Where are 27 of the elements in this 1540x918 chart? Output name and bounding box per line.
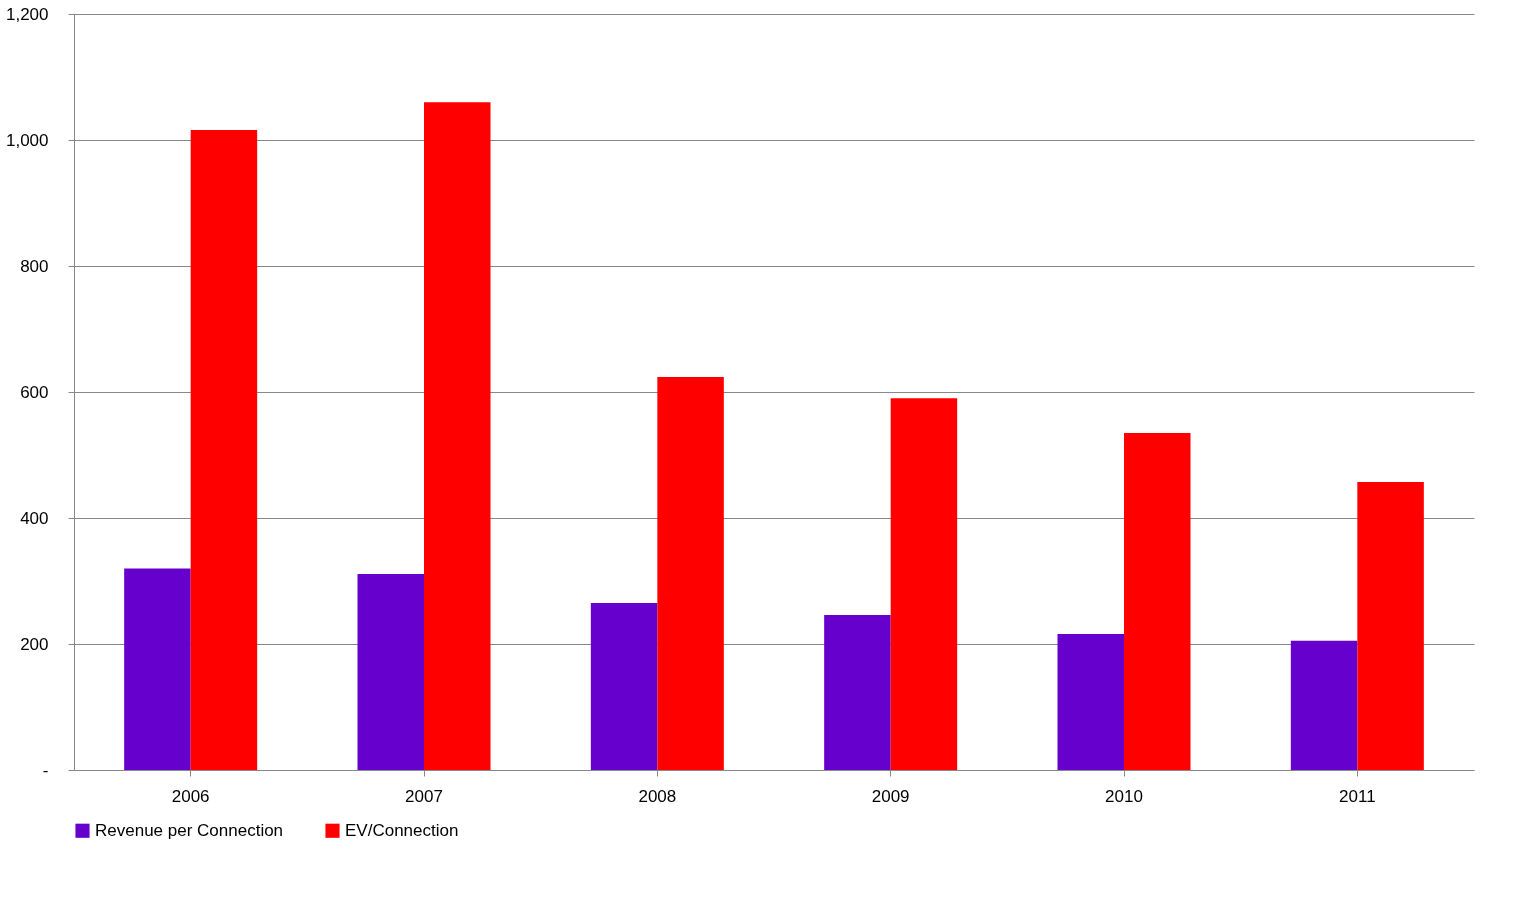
legend-label: Revenue per Connection [95, 820, 284, 840]
y-tick-label: 200 [20, 634, 49, 654]
bar [1290, 640, 1358, 770]
bar [590, 603, 658, 770]
x-tick-label: 2011 [1339, 786, 1376, 806]
bar [124, 568, 191, 770]
x-tick-label: 2006 [171, 786, 210, 806]
y-tick-label: - [42, 760, 49, 780]
x-tick-label: 2010 [1105, 786, 1143, 806]
legend-label: EV/Connection [345, 820, 459, 840]
y-tick-label: 1,200 [5, 4, 49, 24]
bar [424, 102, 491, 770]
bar [1357, 482, 1424, 770]
x-tick-label: 2007 [405, 786, 443, 806]
bar [190, 129, 258, 770]
bar [1057, 633, 1124, 770]
y-tick-label: 400 [20, 508, 49, 528]
bar [657, 376, 724, 770]
bar [357, 574, 424, 770]
x-tick-label: 2009 [871, 786, 910, 806]
bar [824, 615, 891, 770]
y-tick-label: 800 [20, 256, 49, 276]
y-tick-label: 600 [20, 382, 49, 402]
bar [890, 398, 958, 770]
y-tick-label: 1,000 [5, 130, 49, 150]
bar [1124, 432, 1191, 770]
x-tick-label: 2008 [638, 786, 677, 806]
